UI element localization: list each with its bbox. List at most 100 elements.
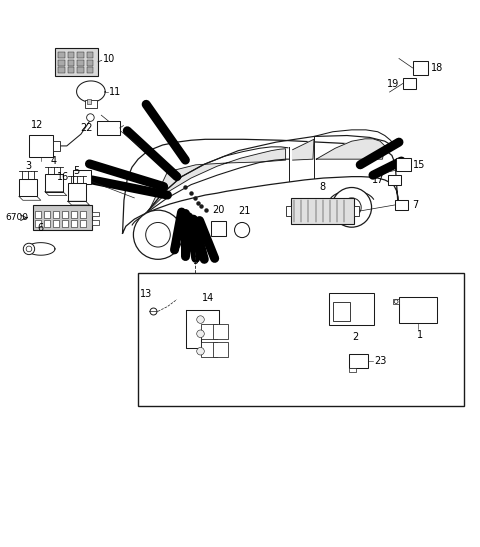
Polygon shape bbox=[293, 139, 314, 160]
Bar bbox=[58, 60, 65, 66]
Text: 17: 17 bbox=[372, 175, 384, 185]
Bar bbox=[58, 67, 65, 73]
Bar bbox=[29, 135, 53, 156]
Bar bbox=[286, 206, 290, 216]
Text: 8: 8 bbox=[319, 183, 325, 193]
Text: 1: 1 bbox=[417, 330, 423, 340]
Bar bbox=[68, 60, 74, 66]
Bar bbox=[33, 206, 92, 230]
Bar bbox=[333, 302, 349, 321]
Bar bbox=[211, 221, 226, 236]
Text: 16: 16 bbox=[58, 172, 70, 182]
Circle shape bbox=[197, 316, 204, 323]
Circle shape bbox=[146, 223, 170, 247]
Text: 23: 23 bbox=[374, 356, 386, 366]
Text: 12: 12 bbox=[31, 120, 44, 130]
Bar bbox=[80, 220, 86, 227]
Bar bbox=[80, 211, 86, 218]
Bar bbox=[86, 67, 93, 73]
Circle shape bbox=[235, 223, 250, 237]
Text: 6: 6 bbox=[38, 223, 44, 234]
Bar bbox=[53, 211, 60, 218]
Bar bbox=[213, 341, 228, 357]
Polygon shape bbox=[26, 243, 55, 255]
Circle shape bbox=[24, 243, 35, 254]
Bar bbox=[413, 61, 428, 74]
Text: 7: 7 bbox=[413, 200, 419, 210]
Bar bbox=[290, 198, 354, 224]
Text: 9: 9 bbox=[193, 255, 199, 265]
Text: 3: 3 bbox=[25, 161, 31, 171]
Bar bbox=[77, 53, 84, 58]
Bar bbox=[73, 170, 91, 184]
Bar bbox=[53, 141, 60, 150]
Bar bbox=[44, 220, 50, 227]
Bar bbox=[97, 121, 120, 135]
Polygon shape bbox=[149, 149, 286, 210]
Bar bbox=[87, 98, 91, 104]
Bar bbox=[399, 298, 437, 323]
Circle shape bbox=[133, 210, 182, 259]
Bar bbox=[36, 211, 41, 218]
Bar bbox=[349, 368, 357, 373]
Circle shape bbox=[197, 347, 204, 355]
Text: 2: 2 bbox=[352, 332, 359, 342]
Text: 14: 14 bbox=[202, 293, 214, 303]
Polygon shape bbox=[122, 139, 398, 234]
Bar bbox=[138, 272, 464, 406]
Bar bbox=[395, 200, 408, 210]
Bar bbox=[92, 220, 99, 225]
Bar bbox=[71, 220, 77, 227]
Circle shape bbox=[332, 188, 372, 227]
Bar bbox=[213, 324, 228, 339]
Bar bbox=[92, 212, 99, 216]
Bar bbox=[36, 220, 41, 227]
Bar bbox=[86, 60, 93, 66]
Bar bbox=[44, 211, 50, 218]
Polygon shape bbox=[77, 81, 105, 102]
Circle shape bbox=[342, 198, 361, 217]
Circle shape bbox=[394, 300, 398, 304]
Bar bbox=[86, 53, 93, 58]
Bar bbox=[62, 211, 69, 218]
Bar bbox=[354, 206, 359, 216]
Bar bbox=[77, 60, 84, 66]
Bar bbox=[396, 158, 411, 171]
Text: 4: 4 bbox=[51, 156, 57, 166]
Text: 5: 5 bbox=[73, 166, 80, 176]
Bar bbox=[388, 174, 401, 185]
Bar bbox=[19, 178, 37, 196]
Bar bbox=[62, 220, 69, 227]
Circle shape bbox=[26, 246, 32, 252]
Bar bbox=[329, 293, 374, 325]
Bar bbox=[77, 67, 84, 73]
Text: 18: 18 bbox=[431, 63, 443, 73]
Text: 10: 10 bbox=[103, 55, 115, 65]
Text: 15: 15 bbox=[413, 160, 426, 170]
Text: 11: 11 bbox=[108, 86, 121, 97]
Text: 19: 19 bbox=[387, 79, 399, 89]
Bar bbox=[403, 78, 416, 89]
Circle shape bbox=[197, 330, 204, 337]
Bar bbox=[68, 183, 86, 201]
Bar bbox=[349, 354, 368, 368]
Text: 22: 22 bbox=[81, 123, 93, 133]
Bar bbox=[71, 211, 77, 218]
Text: 21: 21 bbox=[238, 206, 251, 216]
Bar bbox=[68, 67, 74, 73]
Polygon shape bbox=[186, 310, 219, 348]
Circle shape bbox=[86, 114, 94, 121]
Text: 20: 20 bbox=[212, 205, 225, 215]
Bar bbox=[45, 174, 63, 192]
Bar bbox=[68, 53, 74, 58]
Bar bbox=[53, 220, 60, 227]
Text: 13: 13 bbox=[140, 289, 152, 300]
Bar bbox=[85, 100, 96, 108]
Bar bbox=[202, 324, 216, 339]
FancyBboxPatch shape bbox=[55, 48, 98, 76]
Text: 6700: 6700 bbox=[5, 213, 28, 222]
Polygon shape bbox=[316, 139, 385, 159]
Bar bbox=[202, 341, 216, 357]
Bar bbox=[58, 53, 65, 58]
Bar bbox=[393, 299, 399, 305]
